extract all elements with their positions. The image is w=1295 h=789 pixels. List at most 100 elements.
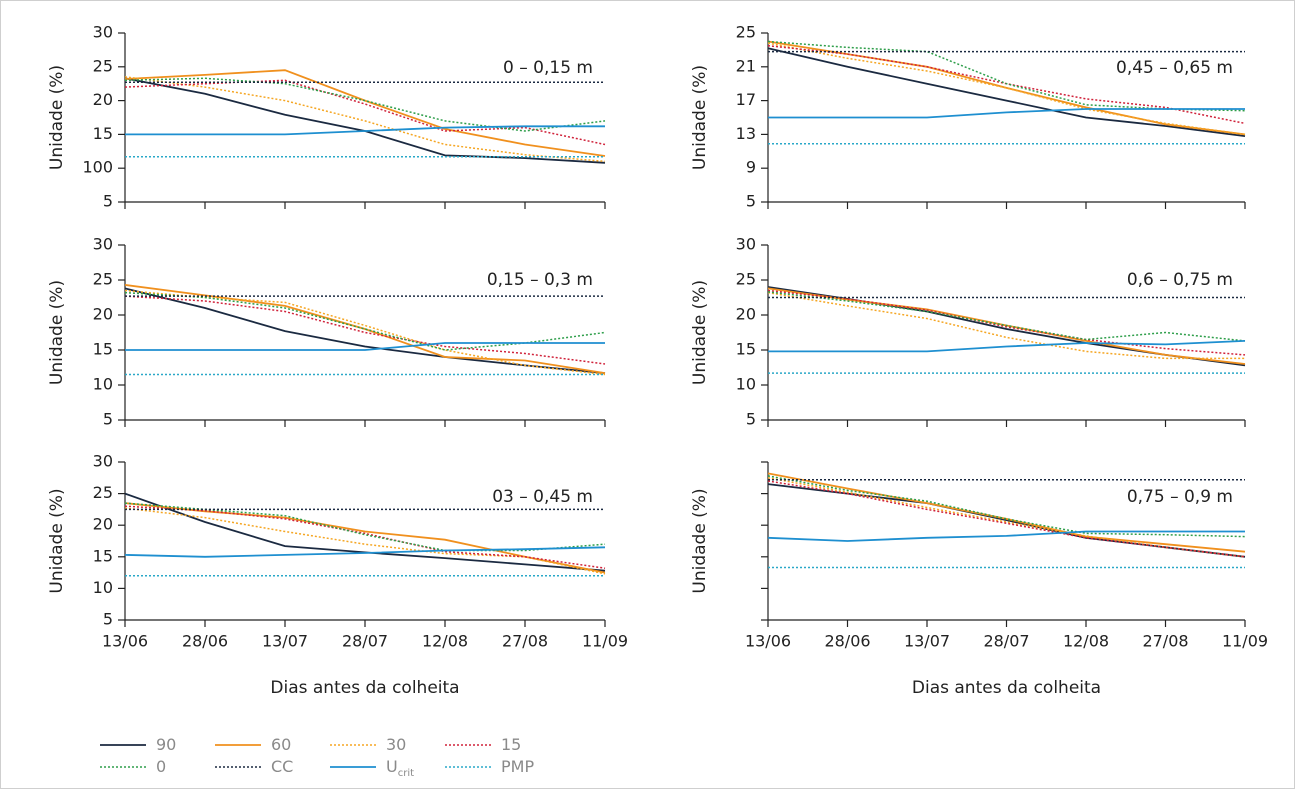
y-tick-label: 15 xyxy=(93,546,113,565)
x-axis-label: Dias antes da colheita xyxy=(270,678,459,698)
legend-name: PMP xyxy=(501,757,534,776)
series-line xyxy=(767,40,1246,136)
y-tick-label: 20 xyxy=(93,515,113,534)
series-line xyxy=(124,507,606,575)
y-axis-label: Unidade (%) xyxy=(690,488,710,593)
x-tick-label: 28/06 xyxy=(182,632,228,651)
series-line xyxy=(124,295,606,365)
y-tick-label: 15 xyxy=(93,340,113,359)
series-line xyxy=(125,125,605,136)
legend-label: 60 xyxy=(271,735,291,754)
x-tick-label: 12/08 xyxy=(1063,632,1109,651)
y-tick-label: 20 xyxy=(93,90,113,109)
series-line xyxy=(125,342,605,351)
legend-label: 90 xyxy=(156,735,176,754)
x-tick-label: 27/08 xyxy=(502,632,548,651)
panel-label: 0,15 – 0,3 m xyxy=(487,270,593,290)
legend-name: 90 xyxy=(156,735,176,754)
y-tick-label: 25 xyxy=(93,483,113,502)
series-line xyxy=(767,291,1245,360)
x-tick-label: 28/07 xyxy=(342,632,388,651)
y-tick-label: 25 xyxy=(93,56,113,75)
y-tick-label: 30 xyxy=(93,23,113,42)
y-tick-label: 13 xyxy=(736,124,756,143)
y-tick-label: 25 xyxy=(736,270,756,289)
y-tick-label: 100 xyxy=(82,158,113,177)
y-tick-label: 17 xyxy=(736,90,756,109)
panel-label: 0,75 – 0,9 m xyxy=(1127,487,1233,507)
y-axis-label: Unidade (%) xyxy=(47,488,67,593)
y-tick-label: 10 xyxy=(93,578,113,597)
legend-label: 30 xyxy=(386,735,406,754)
y-tick-label: 30 xyxy=(736,235,756,254)
panel-label: 0 – 0,15 m xyxy=(503,58,593,78)
x-tick-label: 13/06 xyxy=(102,632,148,651)
x-tick-label: 13/06 xyxy=(745,632,791,651)
legend-name: U xyxy=(386,757,398,776)
y-tick-label: 5 xyxy=(103,610,113,629)
legend-label: PMP xyxy=(501,757,534,776)
y-tick-label: 10 xyxy=(736,375,756,394)
y-axis-label: Unidade (%) xyxy=(690,65,710,170)
series-line xyxy=(124,76,606,163)
series-line xyxy=(768,108,1245,119)
y-tick-label: 5 xyxy=(103,410,113,429)
series-line xyxy=(767,480,1246,558)
legend-label: CC xyxy=(271,757,293,776)
x-tick-label: 13/07 xyxy=(262,632,308,651)
legend-name: CC xyxy=(271,757,293,776)
series-line xyxy=(767,530,1245,542)
legend-name: 30 xyxy=(386,735,406,754)
y-axis-label: Unidade (%) xyxy=(47,280,67,385)
x-tick-label: 13/07 xyxy=(904,632,950,651)
series-line xyxy=(124,77,606,132)
x-tick-label: 28/06 xyxy=(824,632,870,651)
panel-label: 0,6 – 0,75 m xyxy=(1127,270,1233,290)
series-line xyxy=(767,42,1246,136)
series-line xyxy=(767,472,1246,553)
y-tick-label: 20 xyxy=(736,305,756,324)
series-line xyxy=(124,505,606,569)
legend-label: 15 xyxy=(501,735,521,754)
y-tick-label: 25 xyxy=(93,270,113,289)
series-line xyxy=(767,40,1246,112)
y-tick-label: 5 xyxy=(746,410,756,429)
legend-name: 0 xyxy=(156,757,166,776)
y-tick-label: 30 xyxy=(93,235,113,254)
x-tick-label: 28/07 xyxy=(983,632,1029,651)
series-line xyxy=(124,79,606,146)
y-tick-label: 25 xyxy=(736,23,756,42)
legend-name: 60 xyxy=(271,735,291,754)
y-axis-label: Unidade (%) xyxy=(47,65,67,170)
y-tick-label: 5 xyxy=(103,192,113,211)
y-tick-label: 9 xyxy=(746,158,756,177)
series-line xyxy=(124,291,606,351)
panel-label: 03 – 0,45 m xyxy=(492,487,593,507)
y-tick-label: 5 xyxy=(746,192,756,211)
series-line xyxy=(767,291,1246,342)
series-line xyxy=(767,477,1246,558)
legend-name: 15 xyxy=(501,735,521,754)
legend-subscript: crit xyxy=(398,768,414,779)
series-line xyxy=(768,340,1246,353)
x-tick-label: 12/08 xyxy=(422,632,468,651)
series-line xyxy=(767,47,1246,137)
x-axis-label: Dias antes da colheita xyxy=(912,678,1101,698)
panel-label: 0,45 – 0,65 m xyxy=(1116,58,1233,78)
y-axis-label: Unidade (%) xyxy=(690,280,710,385)
legend-label: Ucrit xyxy=(386,757,414,780)
x-tick-label: 27/08 xyxy=(1142,632,1188,651)
x-tick-label: 11/09 xyxy=(1222,632,1268,651)
y-tick-label: 15 xyxy=(93,124,113,143)
series-line xyxy=(124,546,606,558)
y-tick-label: 20 xyxy=(93,305,113,324)
y-tick-label: 21 xyxy=(736,56,756,75)
y-tick-label: 30 xyxy=(93,452,113,471)
y-tick-label: 10 xyxy=(93,375,113,394)
series-line xyxy=(767,289,1246,356)
series-line xyxy=(767,475,1246,538)
legend-label: 0 xyxy=(156,757,166,776)
x-tick-label: 11/09 xyxy=(582,632,628,651)
